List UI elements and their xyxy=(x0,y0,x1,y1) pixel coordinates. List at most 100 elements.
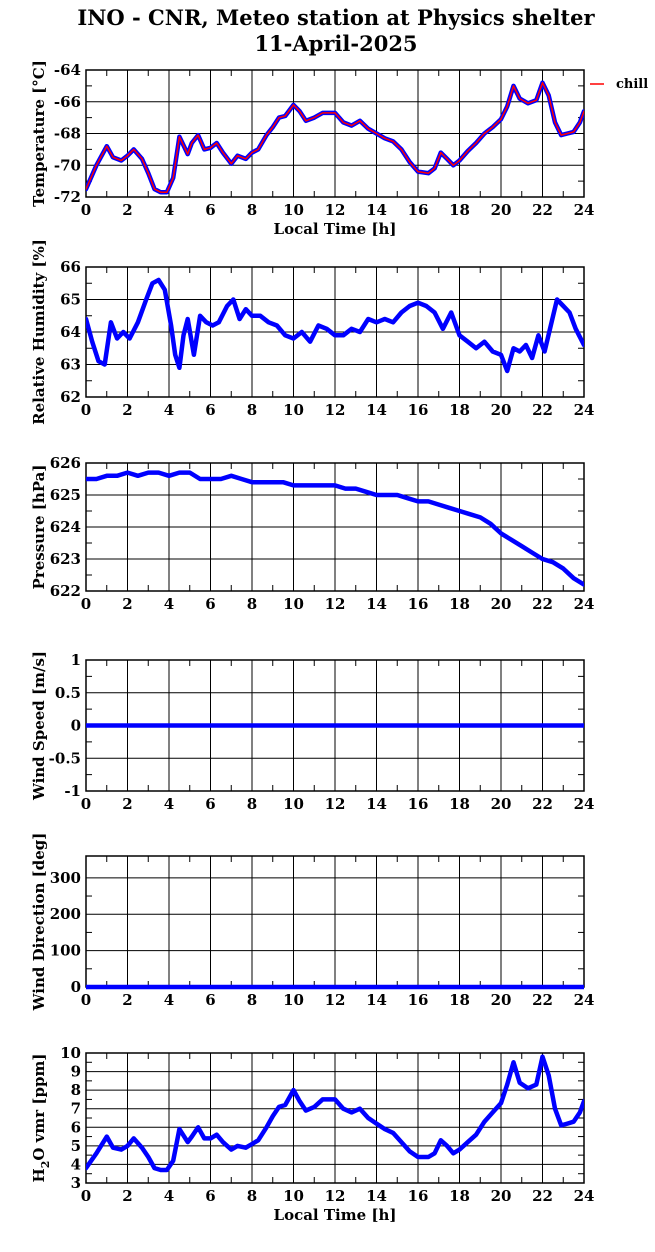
x-tick-label: 6 xyxy=(205,595,215,613)
y-axis-label: Wind Speed [m/s] xyxy=(30,651,48,801)
x-tick-label: 12 xyxy=(325,401,346,419)
x-tick-label: 18 xyxy=(449,991,470,1009)
x-tick-label: 16 xyxy=(408,595,429,613)
y-tick-label: 623 xyxy=(50,550,81,568)
x-tick-label: 14 xyxy=(366,201,387,219)
x-tick-label: 6 xyxy=(205,201,215,219)
x-tick-label: 14 xyxy=(366,1187,387,1205)
x-tick-label: 12 xyxy=(325,595,346,613)
x-tick-label: 0 xyxy=(81,795,91,813)
x-tick-label: 18 xyxy=(449,1187,470,1205)
y-tick-label: -70 xyxy=(54,156,81,174)
x-tick-label: 12 xyxy=(325,991,346,1009)
x-tick-label: 10 xyxy=(283,201,304,219)
x-tick-label: 10 xyxy=(283,991,304,1009)
y-tick-label: -64 xyxy=(54,61,81,79)
y-tick-label: -0.5 xyxy=(49,749,81,767)
series-line xyxy=(86,470,584,587)
x-tick-label: 8 xyxy=(247,1187,257,1205)
y-tick-label: 6 xyxy=(71,1118,81,1136)
y-axis-label-rest: O vmr [ppm] xyxy=(30,1054,48,1161)
series-line xyxy=(86,1054,584,1173)
x-tick-label: 16 xyxy=(408,401,429,419)
x-tick-label: 12 xyxy=(325,1187,346,1205)
x-tick-label: 10 xyxy=(283,401,304,419)
y-tick-label: 62 xyxy=(60,388,81,406)
x-tick-label: 10 xyxy=(283,1187,304,1205)
subscript-2: 2 xyxy=(39,1161,52,1169)
y-tick-label: 100 xyxy=(50,942,81,960)
x-tick-label: 14 xyxy=(366,795,387,813)
x-tick-label: 22 xyxy=(532,991,553,1009)
x-tick-label: 22 xyxy=(532,401,553,419)
x-tick-label: 20 xyxy=(491,991,512,1009)
y-tick-label: 0 xyxy=(71,978,81,996)
x-tick-label: 16 xyxy=(408,1187,429,1205)
x-tick-label: 4 xyxy=(164,1187,174,1205)
x-tick-label: 18 xyxy=(449,201,470,219)
legend-label-chill: chill xyxy=(616,77,648,92)
x-tick-label: 0 xyxy=(81,991,91,1009)
y-tick-label: 65 xyxy=(60,291,81,309)
y-tick-label: 10 xyxy=(60,1044,81,1062)
x-tick-label: 20 xyxy=(491,795,512,813)
y-tick-label: 626 xyxy=(50,454,81,472)
x-tick-label: 10 xyxy=(283,595,304,613)
y-tick-label: 4 xyxy=(71,1155,81,1173)
x-tick-label: 20 xyxy=(491,1187,512,1205)
x-tick-label: 0 xyxy=(81,201,91,219)
y-tick-label: -66 xyxy=(54,93,81,111)
y-tick-label: 7 xyxy=(71,1100,81,1118)
x-tick-label: 6 xyxy=(205,795,215,813)
x-tick-label: 20 xyxy=(491,595,512,613)
x-tick-label: 18 xyxy=(449,401,470,419)
x-tick-label: 20 xyxy=(491,201,512,219)
figure-title-line1: INO - CNR, Meteo station at Physics shel… xyxy=(77,5,595,30)
y-tick-label: 300 xyxy=(50,869,81,887)
x-tick-label: 12 xyxy=(325,201,346,219)
x-tick-label: 22 xyxy=(532,595,553,613)
y-axis-label: Relative Humidity [%] xyxy=(30,239,48,425)
x-tick-label: 18 xyxy=(449,795,470,813)
x-tick-label: 6 xyxy=(205,991,215,1009)
x-tick-label: 8 xyxy=(247,201,257,219)
y-tick-label: 0.5 xyxy=(55,684,81,702)
x-tick-label: 14 xyxy=(366,401,387,419)
y-tick-label: 8 xyxy=(71,1081,81,1099)
x-axis-label: Local Time [h] xyxy=(274,220,397,238)
x-tick-label: 2 xyxy=(122,991,132,1009)
x-tick-label: 20 xyxy=(491,401,512,419)
x-tick-label: 10 xyxy=(283,795,304,813)
series-line-chill xyxy=(86,81,584,193)
x-tick-label: 4 xyxy=(164,991,174,1009)
x-tick-label: 24 xyxy=(574,795,595,813)
y-tick-label: 1 xyxy=(71,651,81,669)
series-line xyxy=(86,277,584,374)
y-tick-label: 624 xyxy=(50,518,81,536)
y-axis-label: Wind Direction [deg] xyxy=(30,833,48,1012)
x-tick-label: 0 xyxy=(81,595,91,613)
x-tick-label: 24 xyxy=(574,201,595,219)
x-tick-label: 0 xyxy=(81,401,91,419)
y-tick-label: 9 xyxy=(71,1063,81,1081)
y-tick-label: 66 xyxy=(60,258,81,276)
x-tick-label: 22 xyxy=(532,795,553,813)
y-tick-label: 3 xyxy=(71,1174,81,1192)
y-tick-label: 0 xyxy=(71,717,81,735)
x-tick-label: 24 xyxy=(574,595,595,613)
x-tick-label: 8 xyxy=(247,401,257,419)
x-tick-label: 4 xyxy=(164,401,174,419)
x-tick-label: 2 xyxy=(122,595,132,613)
x-tick-label: 2 xyxy=(122,1187,132,1205)
y-tick-label: -1 xyxy=(64,782,81,800)
x-tick-label: 2 xyxy=(122,795,132,813)
x-tick-label: 4 xyxy=(164,201,174,219)
y-axis-label: H2O vmr [ppm] xyxy=(30,1054,52,1183)
x-tick-label: 8 xyxy=(247,795,257,813)
x-tick-label: 22 xyxy=(532,1187,553,1205)
x-tick-label: 14 xyxy=(366,991,387,1009)
y-tick-label: 625 xyxy=(50,486,81,504)
x-tick-label: 16 xyxy=(408,795,429,813)
x-tick-label: 24 xyxy=(574,1187,595,1205)
